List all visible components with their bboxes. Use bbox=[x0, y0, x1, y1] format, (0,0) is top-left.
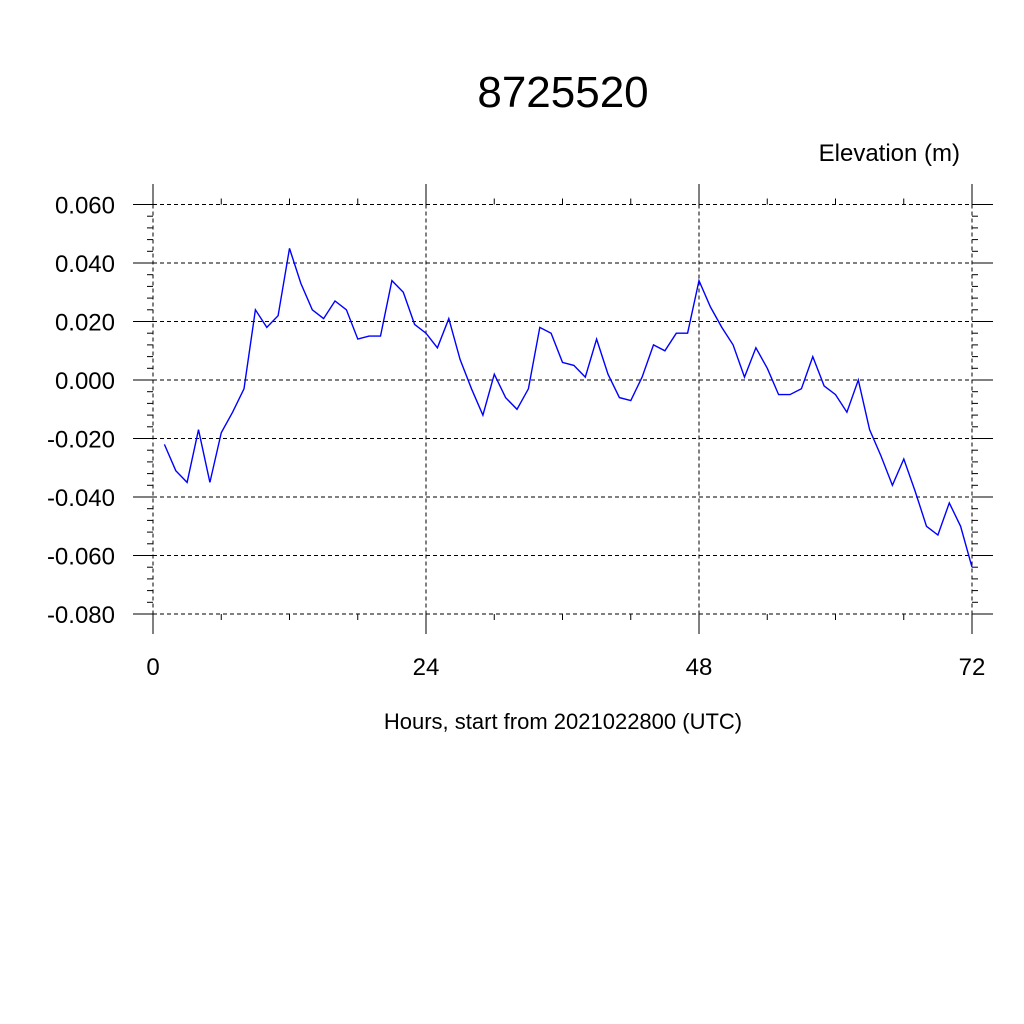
chart-title: 8725520 bbox=[477, 68, 648, 117]
x-axis-label: Hours, start from 2021022800 (UTC) bbox=[384, 709, 742, 734]
y-tick-label: -0.080 bbox=[47, 602, 115, 629]
y-tick-label: -0.020 bbox=[47, 427, 115, 454]
x-tick-label: 72 bbox=[959, 654, 986, 681]
x-tick-label: 0 bbox=[146, 654, 159, 681]
y-tick-label: 0.040 bbox=[55, 251, 115, 278]
y-tick-label: 0.000 bbox=[55, 368, 115, 395]
y-tick-label: -0.060 bbox=[47, 544, 115, 571]
x-tick-label: 24 bbox=[413, 654, 440, 681]
series-line bbox=[163, 248, 973, 568]
y-axis-label: Elevation (m) bbox=[819, 140, 960, 167]
axis-ticks bbox=[133, 184, 993, 634]
y-tick-label: 0.020 bbox=[55, 310, 115, 337]
y-tick-label: -0.040 bbox=[47, 485, 115, 512]
y-tick-label: 0.060 bbox=[55, 193, 115, 220]
series-layer bbox=[163, 248, 973, 568]
tick-labels: -0.080 -0.060 -0.040 -0.020 0.000 0.020 0.040 0… bbox=[47, 193, 985, 682]
x-tick-label: 48 bbox=[686, 654, 713, 681]
